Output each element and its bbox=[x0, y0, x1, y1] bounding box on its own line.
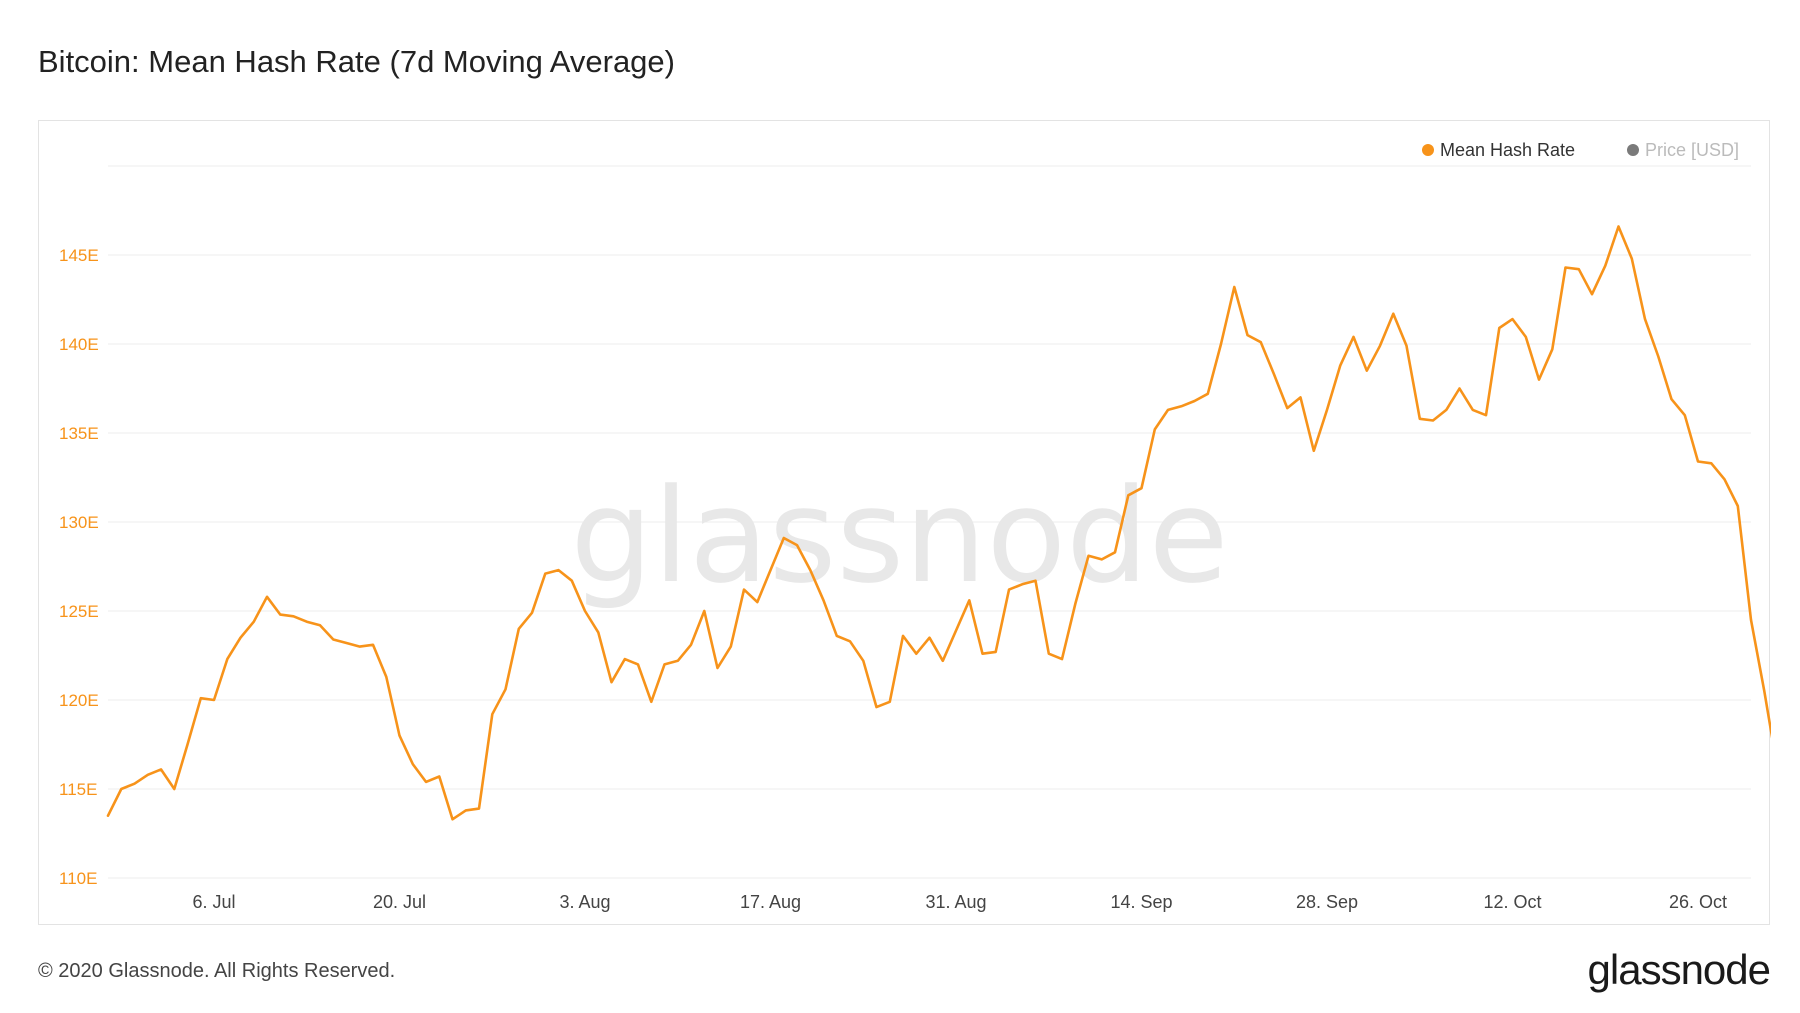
glassnode-logo[interactable]: glassnode bbox=[1587, 946, 1771, 993]
legend: Mean Hash Rate Price [USD] bbox=[1422, 140, 1739, 160]
watermark: glassnode bbox=[570, 460, 1228, 612]
legend-item-mean-hash-rate[interactable]: Mean Hash Rate bbox=[1422, 140, 1575, 160]
x-tick-label: 12. Oct bbox=[1483, 892, 1541, 912]
y-tick-label: 130E bbox=[59, 513, 99, 532]
y-tick-label: 110E bbox=[59, 869, 97, 888]
x-axis: 6. Jul 20. Jul 3. Aug 17. Aug 31. Aug 14. Sep… bbox=[192, 892, 1727, 912]
series-line-mean-hash-rate[interactable] bbox=[106, 225, 1771, 821]
legend-marker-price-usd bbox=[1627, 144, 1639, 156]
x-tick-label: 31. Aug bbox=[925, 892, 986, 912]
x-tick-label: 28. Sep bbox=[1296, 892, 1358, 912]
y-tick-label: 140E bbox=[59, 335, 99, 354]
hash-rate-chart[interactable]: glassnode 110E 115E 120E 125E 130E 135E 140E 14… bbox=[39, 121, 1771, 926]
x-tick-label: 14. Sep bbox=[1110, 892, 1172, 912]
chart-container: glassnode 110E 115E 120E 125E 130E 135E 140E 14… bbox=[38, 120, 1771, 926]
y-tick-label: 115E bbox=[59, 780, 97, 799]
grid-lines bbox=[108, 165, 1751, 879]
copyright-text: © 2020 Glassnode. All Rights Reserved. bbox=[38, 960, 396, 982]
y-tick-label: 145E bbox=[59, 246, 99, 265]
legend-label-mean-hash-rate: Mean Hash Rate bbox=[1440, 140, 1575, 160]
x-tick-label: 3. Aug bbox=[559, 892, 610, 912]
y-tick-label: 125E bbox=[59, 602, 99, 621]
x-tick-label: 17. Aug bbox=[740, 892, 801, 912]
x-tick-label: 26. Oct bbox=[1669, 892, 1727, 912]
chart-title: Bitcoin: Mean Hash Rate (7d Moving Avera… bbox=[38, 44, 675, 79]
legend-label-price-usd: Price [USD] bbox=[1645, 140, 1739, 160]
y-tick-label: 135E bbox=[59, 424, 99, 443]
x-tick-label: 20. Jul bbox=[373, 892, 426, 912]
legend-item-price-usd[interactable]: Price [USD] bbox=[1627, 140, 1739, 160]
y-tick-label: 120E bbox=[59, 691, 99, 710]
x-tick-label: 6. Jul bbox=[192, 892, 235, 912]
series-layer bbox=[106, 225, 1771, 821]
legend-marker-mean-hash-rate bbox=[1422, 144, 1434, 156]
y-axis: 110E 115E 120E 125E 130E 135E 140E 145E bbox=[59, 246, 99, 888]
